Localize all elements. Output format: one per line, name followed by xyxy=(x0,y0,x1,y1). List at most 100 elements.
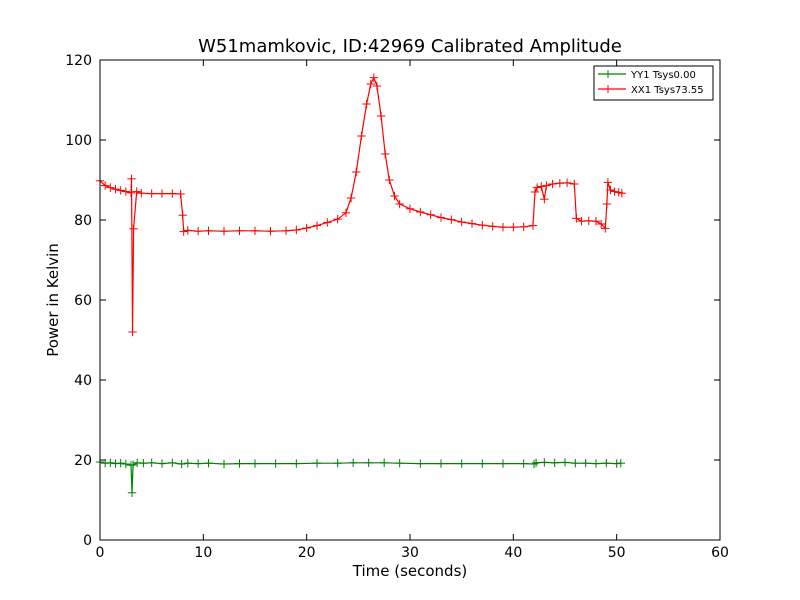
data-point xyxy=(116,186,125,195)
legend-item: YY1 Tsys0.00 xyxy=(598,70,696,81)
data-point xyxy=(416,207,425,217)
data-point xyxy=(395,199,404,209)
data-point xyxy=(178,211,187,220)
data-point xyxy=(183,459,193,468)
x-axis-ticks: 0 10 20 30 40 50 60 xyxy=(96,60,729,561)
data-point xyxy=(372,81,382,91)
data-point xyxy=(436,459,446,468)
data-point xyxy=(562,178,572,187)
data-point xyxy=(333,215,342,224)
data-point xyxy=(271,459,280,468)
data-point xyxy=(498,459,508,468)
data-point xyxy=(405,204,415,213)
data-point xyxy=(346,193,356,203)
y-tick-label: 40 xyxy=(74,373,92,389)
data-point xyxy=(436,213,446,222)
y-axis-label: Power in Kelvin xyxy=(44,243,62,357)
data-point xyxy=(532,183,542,192)
data-point xyxy=(528,221,538,230)
data-point xyxy=(121,459,131,469)
data-point xyxy=(177,459,186,469)
plot-area xyxy=(100,60,720,540)
data-point xyxy=(488,222,497,231)
y-axis-ticks: 0 20 40 60 80 100 120 xyxy=(65,53,720,549)
data-point xyxy=(540,195,549,204)
data-point xyxy=(366,79,375,89)
data-point xyxy=(478,221,487,230)
data-point xyxy=(591,459,601,468)
data-point xyxy=(137,189,146,198)
data-point xyxy=(126,188,136,197)
data-point xyxy=(157,459,167,468)
data-point xyxy=(560,458,570,467)
data-point xyxy=(179,227,188,236)
data-point xyxy=(376,111,386,121)
data-point xyxy=(537,182,546,191)
data-point xyxy=(235,226,244,235)
data-point xyxy=(292,459,301,468)
series-line xyxy=(99,461,622,494)
x-tick-label: 20 xyxy=(298,545,316,561)
y-tick-label: 0 xyxy=(83,533,92,549)
legend-label: YY1 Tsys0.00 xyxy=(630,70,696,81)
y-tick-label: 80 xyxy=(74,213,92,229)
chart-title: W51mamkovic, ID:42969 Calibrated Amplitu… xyxy=(198,36,622,57)
data-point xyxy=(447,215,456,224)
data-point xyxy=(250,459,260,468)
data-point xyxy=(357,131,366,141)
data-point xyxy=(610,187,619,196)
data-point xyxy=(312,221,322,230)
data-point xyxy=(577,217,586,226)
data-point xyxy=(498,223,508,232)
data-point xyxy=(519,459,528,468)
x-tick-label: 40 xyxy=(504,545,522,561)
data-point xyxy=(100,181,110,190)
data-point xyxy=(204,459,213,468)
data-point xyxy=(395,459,404,468)
x-tick-label: 60 xyxy=(711,545,729,561)
data-point xyxy=(570,179,579,189)
data-point xyxy=(121,187,131,196)
data-point xyxy=(381,149,390,159)
data-point xyxy=(128,327,137,337)
data-point xyxy=(116,459,125,468)
x-axis-label: Time (seconds) xyxy=(352,562,468,580)
data-point xyxy=(572,214,581,223)
data-point xyxy=(571,459,580,468)
data-point xyxy=(555,179,565,188)
data-point xyxy=(312,459,322,468)
data-point xyxy=(219,459,229,469)
data-point xyxy=(519,222,528,231)
y-tick-label: 60 xyxy=(74,293,92,309)
data-point xyxy=(352,167,361,177)
data-point xyxy=(602,459,611,468)
legend-label: XX1 Tsys73.55 xyxy=(631,85,704,96)
legend: YY1 Tsys0.00 XX1 Tsys73.55 xyxy=(593,65,714,101)
data-point xyxy=(292,225,301,235)
data-point xyxy=(591,217,601,226)
data-point xyxy=(128,460,138,469)
x-tick-label: 10 xyxy=(194,545,212,561)
x-tick-label: 50 xyxy=(608,545,626,561)
data-point xyxy=(111,185,120,194)
data-point xyxy=(362,99,371,109)
data-point xyxy=(127,488,137,497)
x-tick-label: 0 xyxy=(96,545,105,561)
data-point xyxy=(333,459,342,468)
data-point xyxy=(281,226,291,235)
data-point xyxy=(266,227,275,236)
data-point xyxy=(348,458,358,467)
data-point xyxy=(147,189,156,198)
series-2 xyxy=(95,73,627,337)
data-point xyxy=(369,73,379,82)
data-point xyxy=(531,458,541,467)
data-point xyxy=(157,189,167,198)
data-point xyxy=(584,216,593,225)
x-tick-label: 30 xyxy=(401,545,419,561)
data-point xyxy=(168,458,177,467)
data-point xyxy=(478,459,487,468)
y-tick-label: 100 xyxy=(65,133,92,149)
data-point xyxy=(364,458,373,467)
